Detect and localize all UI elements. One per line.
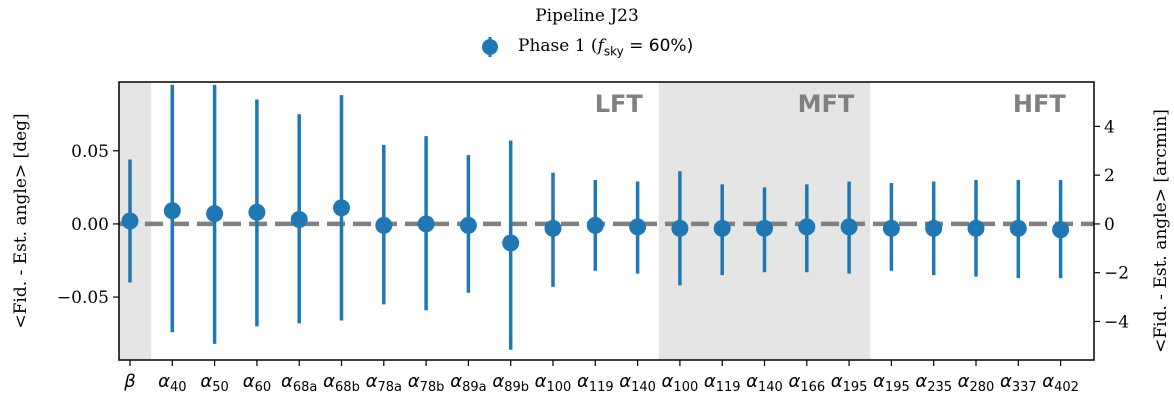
data-point [586,216,604,234]
x-tick-label: α280 [958,371,995,395]
x-tick-label: α337 [1000,371,1037,395]
data-point [459,216,477,234]
band-label-mft: MFT [798,90,855,118]
y-tick-label-right: −4 [1104,312,1129,332]
x-tick-label: α140 [619,371,656,395]
data-point [756,219,773,237]
x-tick-label: α40 [158,371,186,395]
data-point [163,202,181,220]
y-tick-label-right: −2 [1104,264,1129,284]
y-tick-label-left: −0.05 [57,288,109,308]
x-tick-label: α68a [281,371,317,395]
y-tick-label-right: 0 [1104,215,1115,235]
data-point [798,218,816,236]
data-point [121,212,139,230]
x-tick-label: α402 [1042,371,1079,395]
x-tick-label: α166 [788,371,825,395]
x-tick-label: α60 [243,371,271,395]
x-tick-label: α119 [577,371,614,395]
data-point [1009,219,1027,237]
legend-entry: Phase 1 (fsky = 60%) [480,34,693,60]
data-point [967,219,985,237]
x-tick-label: α195 [873,371,910,395]
x-tick-label: α78a [366,371,402,395]
y-axis-label-left: <Fid. - Est. angle> [deg] [11,113,31,328]
y-tick-label-left: 0.05 [71,142,109,162]
data-point [925,219,943,237]
x-tick-label: β [123,371,136,392]
legend-marker [482,37,498,57]
data-point [882,219,900,237]
plot-frame [118,81,1095,361]
data-point [544,219,562,237]
x-tick-label: α89b [492,371,529,395]
x-tick-label: α100 [662,371,699,395]
data-point [333,199,350,217]
x-tick-label: α140 [746,371,783,395]
data-point [290,211,308,229]
band-label-lft: LFT [595,90,644,118]
data-point [375,216,393,234]
x-tick-label: α235 [915,371,952,395]
legend-title: Pipeline J23 [535,6,639,26]
data-point [713,219,731,237]
y-tick-label-right: 4 [1104,117,1115,137]
x-tick-label: α68b [323,371,360,395]
data-point [502,234,520,252]
data-point [840,218,858,236]
y-axis-label-right: <Fid. - Est. angle> [arcmin] [1151,109,1171,353]
data-point [1052,221,1070,239]
data-point [671,219,689,237]
x-tick-label: α50 [200,371,228,395]
x-tick-label: α89a [450,371,486,395]
x-tick-label: α195 [831,371,868,395]
legend-label: Phase 1 (fsky = 60%) [518,35,694,59]
data-point [206,205,224,223]
data-point [248,203,266,221]
y-tick-label-right: 2 [1104,166,1115,186]
y-tick-label-left: 0.00 [71,215,109,235]
x-tick-label: α119 [704,371,741,395]
band-label-hft: HFT [1013,90,1066,118]
data-point [417,215,435,233]
x-tick-label: α78b [408,371,445,395]
data-point [629,218,647,236]
x-tick-label: α100 [535,371,572,395]
